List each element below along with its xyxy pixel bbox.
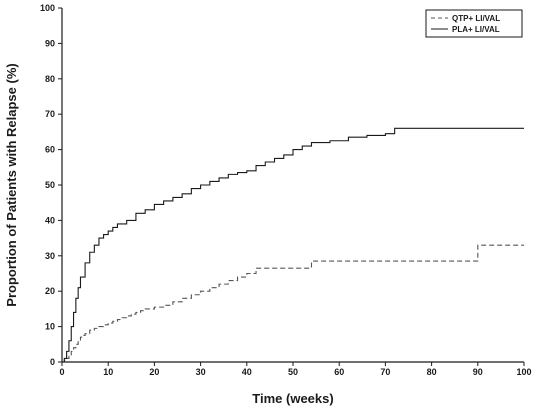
x-tick-label: 40	[242, 367, 252, 377]
x-tick-label: 0	[59, 367, 64, 377]
x-tick-label: 20	[149, 367, 159, 377]
x-tick-label: 60	[334, 367, 344, 377]
series-line-pla	[62, 127, 524, 363]
x-tick-label: 80	[427, 367, 437, 377]
y-tick-label: 40	[45, 215, 55, 225]
legend-label-pla: PLA+ LI/VAL	[452, 25, 500, 34]
x-tick-label: 30	[196, 367, 206, 377]
x-tick-label: 10	[103, 367, 113, 377]
tick-marks: 0 10 20 30 40 50 60 70 80 90 100 0 10 20 30 40 50 60 70 80 9…	[40, 3, 532, 377]
x-tick-label: 100	[516, 367, 531, 377]
legend: QTP+ LI/VAL PLA+ LI/VAL	[425, 9, 523, 38]
x-axis-title: Time (weeks)	[252, 391, 333, 406]
y-tick-label: 10	[45, 322, 55, 332]
y-axis-title: Proportion of Patients with Relapse (%)	[4, 63, 19, 306]
y-tick-label: 20	[45, 286, 55, 296]
axes	[61, 8, 524, 363]
y-tick-label: 30	[45, 251, 55, 261]
y-tick-label: 50	[45, 180, 55, 190]
x-tick-label: 90	[473, 367, 483, 377]
x-tick-label: 70	[380, 367, 390, 377]
series-line-qtp	[62, 244, 524, 363]
y-tick-label: 90	[45, 38, 55, 48]
y-tick-label: 0	[50, 357, 55, 367]
y-tick-label: 80	[45, 74, 55, 84]
legend-box	[425, 9, 523, 38]
series-lines	[62, 127, 524, 363]
y-tick-label: 100	[40, 3, 55, 13]
legend-label-qtp: QTP+ LI/VAL	[452, 14, 500, 23]
x-tick-label: 50	[288, 367, 298, 377]
y-tick-label: 60	[45, 145, 55, 155]
y-tick-label: 70	[45, 109, 55, 119]
